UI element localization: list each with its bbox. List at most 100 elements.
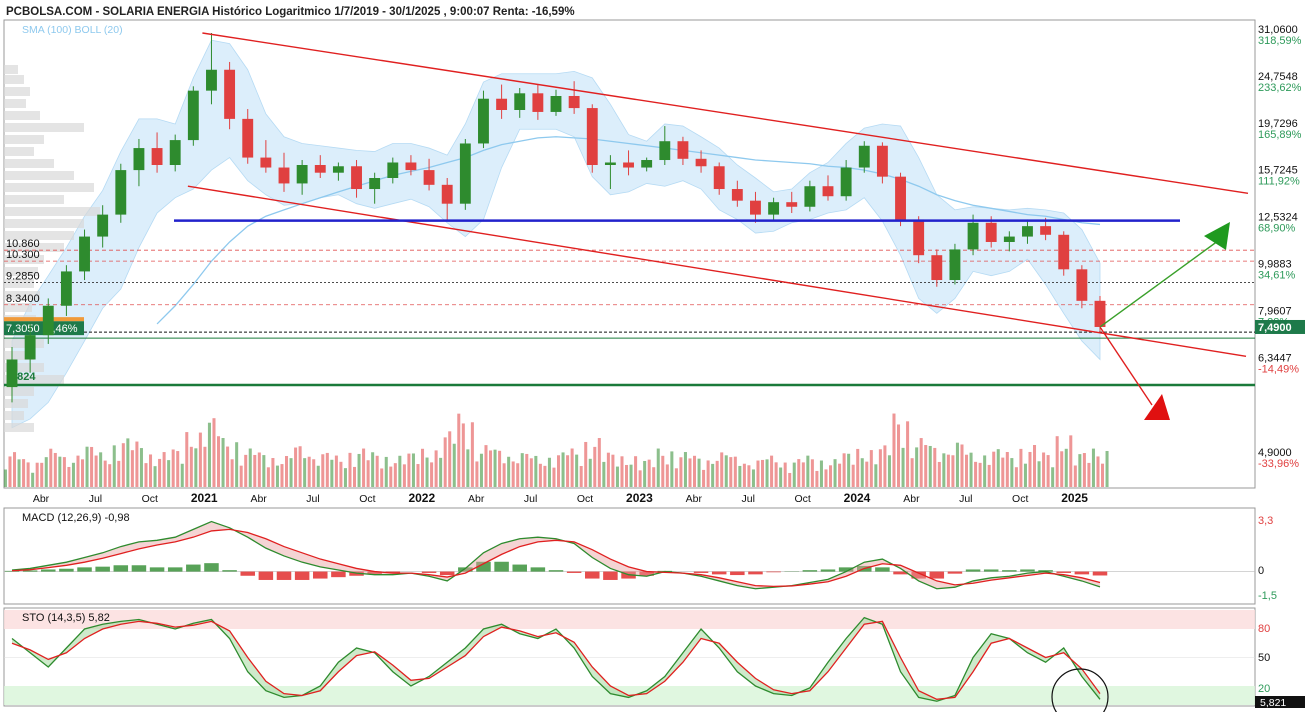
profile-bar	[4, 147, 34, 156]
volume-bar	[126, 438, 130, 487]
volume-bar	[434, 450, 438, 487]
profile-bar	[4, 183, 94, 192]
time-tick-label: Jul	[741, 493, 754, 505]
profile-bar	[4, 279, 34, 288]
profile-bar	[4, 231, 74, 240]
volume-bar	[1005, 452, 1009, 487]
volume-bar	[629, 464, 633, 487]
time-tick-label: Abr	[250, 493, 267, 505]
macd-hist-bar	[530, 567, 546, 572]
volume-bar	[334, 455, 338, 487]
time-tick-label: 2022	[408, 491, 435, 505]
time-tick-label: 2023	[626, 491, 653, 505]
sto-d-line	[11, 620, 1101, 700]
price-tick-label: 12,5324	[1258, 212, 1298, 224]
volume-bar	[262, 455, 266, 487]
macd-hist-bar	[367, 571, 382, 575]
volume-bar	[117, 460, 121, 487]
candle-body	[659, 141, 671, 161]
volume-bar	[162, 452, 166, 487]
macd-hist-bar	[4, 570, 20, 572]
profile-bar	[4, 99, 26, 108]
volume-bar	[67, 466, 71, 487]
volume-bar	[443, 437, 447, 487]
macd-hist-bar	[512, 564, 527, 572]
time-tick-label: Oct	[577, 493, 593, 505]
volume-bar	[847, 453, 851, 487]
macd-panel: MACD (12,26,9) -0,98 3,3 0 -1,5	[4, 512, 1277, 602]
volume-bar	[597, 438, 601, 487]
arrow-up-line	[1099, 237, 1223, 328]
volume-bar	[838, 463, 842, 487]
volume-bar	[652, 467, 656, 487]
volume-bar	[919, 438, 923, 487]
macd-hist-bar	[1092, 571, 1108, 576]
volume-bar	[461, 423, 465, 487]
time-tick-label: Jul	[959, 493, 972, 505]
arrow-up-head	[1204, 222, 1230, 250]
volume-bar	[425, 457, 429, 487]
volume-bar	[407, 453, 411, 487]
macd-hist-bar	[639, 571, 654, 576]
macd-hist-bar	[113, 565, 129, 572]
sto-k-line	[11, 616, 1101, 702]
volume-bar	[17, 459, 21, 487]
candle-body	[169, 140, 181, 165]
candle-body	[514, 93, 526, 110]
sto-tick-label: 50	[1258, 652, 1270, 664]
price-tick-pct: 165,89%	[1258, 129, 1302, 141]
macd-hist-bar	[1056, 571, 1071, 573]
time-tick-label: Oct	[1012, 493, 1028, 505]
volume-bar	[638, 470, 642, 487]
volume-bar	[969, 452, 973, 487]
volume-bar	[343, 468, 347, 487]
candle-body	[206, 69, 217, 91]
volume-bar	[756, 460, 760, 487]
highlight-circle	[1051, 668, 1109, 712]
volume-bar	[244, 454, 248, 487]
volume-bar	[543, 465, 547, 487]
volume-bar	[493, 449, 497, 487]
volume-bar	[1019, 448, 1023, 487]
volume-bar	[507, 456, 511, 487]
profile-bar	[4, 375, 64, 384]
volume-bar	[8, 456, 12, 487]
macd-hist-bar	[22, 570, 38, 572]
volume-bar	[81, 459, 85, 487]
volume-bar	[108, 464, 112, 487]
volume-bar	[121, 443, 125, 487]
volume-bar	[570, 448, 574, 487]
volume-bar	[819, 460, 823, 487]
volume-bar	[978, 462, 982, 487]
volume-bar	[289, 458, 293, 487]
volume-bar	[94, 455, 98, 487]
macd-hist-bar	[548, 570, 564, 572]
sto-label: STO (14,3,5) 5,82	[22, 612, 110, 624]
candle-body	[224, 69, 236, 119]
profile-bar	[4, 207, 100, 216]
profile-bar	[4, 135, 44, 144]
volume-bar	[715, 460, 719, 487]
candle-body	[985, 222, 997, 242]
candle-body	[296, 164, 308, 184]
volume-bar	[149, 454, 153, 487]
volume-bar	[135, 441, 139, 487]
volume-bar	[362, 448, 366, 487]
candle-body	[1058, 234, 1070, 270]
volume-bar	[538, 463, 542, 487]
volume-bar	[906, 421, 910, 487]
volume-bar	[761, 459, 765, 487]
volume-bar	[439, 457, 443, 487]
volume-bar	[933, 447, 937, 487]
volume-bar	[588, 458, 592, 487]
volume-bar	[230, 459, 234, 487]
volume-bar	[1082, 453, 1086, 487]
volume-bar	[593, 446, 597, 487]
volume-bar	[275, 465, 279, 487]
volume-bar	[552, 467, 556, 487]
volume-bar	[266, 467, 270, 487]
time-tick-label: Abr	[686, 493, 703, 505]
profile-bar	[4, 159, 54, 168]
macd-hist-bar	[711, 571, 727, 575]
volume-bar	[339, 461, 343, 487]
